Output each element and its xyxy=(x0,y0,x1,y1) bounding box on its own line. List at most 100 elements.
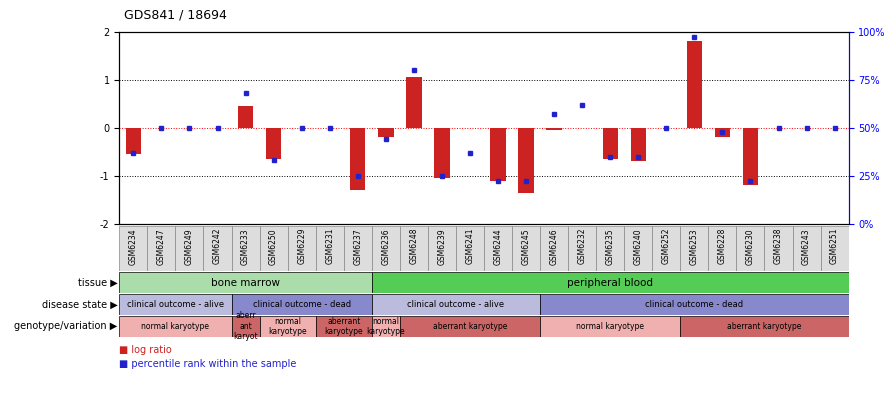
Bar xyxy=(400,226,428,271)
Text: GSM6239: GSM6239 xyxy=(438,228,446,265)
Text: GSM6230: GSM6230 xyxy=(746,228,755,265)
Text: GSM6242: GSM6242 xyxy=(213,228,222,265)
Text: GSM6234: GSM6234 xyxy=(129,228,138,265)
Text: GSM6249: GSM6249 xyxy=(185,228,194,265)
Bar xyxy=(232,316,260,337)
Bar xyxy=(512,226,540,271)
Text: peripheral blood: peripheral blood xyxy=(568,278,653,288)
Bar xyxy=(820,226,849,271)
Text: GSM6228: GSM6228 xyxy=(718,228,727,265)
Text: GSM6229: GSM6229 xyxy=(297,228,306,265)
Text: GSM6250: GSM6250 xyxy=(269,228,278,265)
Text: clinical outcome - dead: clinical outcome - dead xyxy=(253,300,351,309)
Bar xyxy=(372,272,849,293)
Bar xyxy=(518,128,534,192)
Bar xyxy=(681,226,708,271)
Text: GSM6233: GSM6233 xyxy=(241,228,250,265)
Text: GSM6245: GSM6245 xyxy=(522,228,530,265)
Bar xyxy=(316,316,372,337)
Bar xyxy=(119,226,148,271)
Text: normal
karyotype: normal karyotype xyxy=(367,317,405,336)
Bar xyxy=(708,226,736,271)
Text: GSM6253: GSM6253 xyxy=(690,228,699,265)
Bar xyxy=(372,226,400,271)
Text: GSM6232: GSM6232 xyxy=(577,228,587,265)
Bar xyxy=(681,316,849,337)
Bar xyxy=(456,226,484,271)
Bar xyxy=(372,294,540,315)
Text: GSM6247: GSM6247 xyxy=(157,228,166,265)
Bar xyxy=(378,128,393,137)
Text: GSM6252: GSM6252 xyxy=(662,228,671,265)
Text: normal
karyotype: normal karyotype xyxy=(269,317,307,336)
Bar xyxy=(372,316,400,337)
Text: GSM6240: GSM6240 xyxy=(634,228,643,265)
Bar xyxy=(428,226,456,271)
Text: GSM6248: GSM6248 xyxy=(409,228,418,265)
Bar xyxy=(119,294,232,315)
Text: ■ log ratio: ■ log ratio xyxy=(119,345,172,356)
Bar xyxy=(630,128,646,161)
Text: GSM6241: GSM6241 xyxy=(466,228,475,265)
Bar xyxy=(687,41,702,128)
Bar xyxy=(260,226,287,271)
Text: tissue ▶: tissue ▶ xyxy=(78,278,118,288)
Bar xyxy=(287,226,316,271)
Text: clinical outcome - alive: clinical outcome - alive xyxy=(408,300,505,309)
Bar xyxy=(148,226,175,271)
Text: ■ percentile rank within the sample: ■ percentile rank within the sample xyxy=(119,359,297,369)
Text: aberr
ant
karyot: aberr ant karyot xyxy=(233,311,258,341)
Bar xyxy=(434,128,450,178)
Text: GDS841 / 18694: GDS841 / 18694 xyxy=(124,9,226,22)
Bar xyxy=(119,272,372,293)
Text: GSM6251: GSM6251 xyxy=(830,228,839,265)
Bar xyxy=(232,226,260,271)
Text: GSM6231: GSM6231 xyxy=(325,228,334,265)
Bar xyxy=(350,128,365,190)
Text: aberrant
karyotype: aberrant karyotype xyxy=(324,317,363,336)
Text: normal karyotype: normal karyotype xyxy=(141,322,210,331)
Bar xyxy=(126,128,141,154)
Text: GSM6238: GSM6238 xyxy=(774,228,783,265)
Bar xyxy=(203,226,232,271)
Bar xyxy=(119,316,232,337)
Bar xyxy=(175,226,203,271)
Text: clinical outcome - dead: clinical outcome - dead xyxy=(645,300,743,309)
Bar xyxy=(624,226,652,271)
Bar xyxy=(540,294,849,315)
Bar xyxy=(596,226,624,271)
Bar xyxy=(765,226,793,271)
Text: GSM6236: GSM6236 xyxy=(381,228,391,265)
Text: GSM6244: GSM6244 xyxy=(493,228,502,265)
Bar xyxy=(400,316,540,337)
Bar xyxy=(484,226,512,271)
Bar xyxy=(568,226,596,271)
Bar xyxy=(238,106,254,128)
Text: GSM6243: GSM6243 xyxy=(802,228,811,265)
Bar xyxy=(316,226,344,271)
Text: GSM6237: GSM6237 xyxy=(354,228,362,265)
Text: GSM6246: GSM6246 xyxy=(550,228,559,265)
Text: clinical outcome - alive: clinical outcome - alive xyxy=(127,300,224,309)
Bar xyxy=(546,128,562,130)
Bar xyxy=(736,226,765,271)
Bar xyxy=(793,226,820,271)
Text: normal karyotype: normal karyotype xyxy=(576,322,644,331)
Bar xyxy=(406,77,422,128)
Bar xyxy=(344,226,372,271)
Bar xyxy=(743,128,758,185)
Text: disease state ▶: disease state ▶ xyxy=(42,299,118,310)
Bar xyxy=(714,128,730,137)
Text: genotype/variation ▶: genotype/variation ▶ xyxy=(14,321,118,331)
Bar xyxy=(491,128,506,181)
Bar xyxy=(603,128,618,159)
Text: aberrant karyotype: aberrant karyotype xyxy=(433,322,507,331)
Bar xyxy=(232,294,372,315)
Bar xyxy=(266,128,281,159)
Bar xyxy=(540,316,681,337)
Bar xyxy=(540,226,568,271)
Bar xyxy=(652,226,681,271)
Text: aberrant karyotype: aberrant karyotype xyxy=(728,322,802,331)
Text: bone marrow: bone marrow xyxy=(211,278,280,288)
Text: GSM6235: GSM6235 xyxy=(606,228,614,265)
